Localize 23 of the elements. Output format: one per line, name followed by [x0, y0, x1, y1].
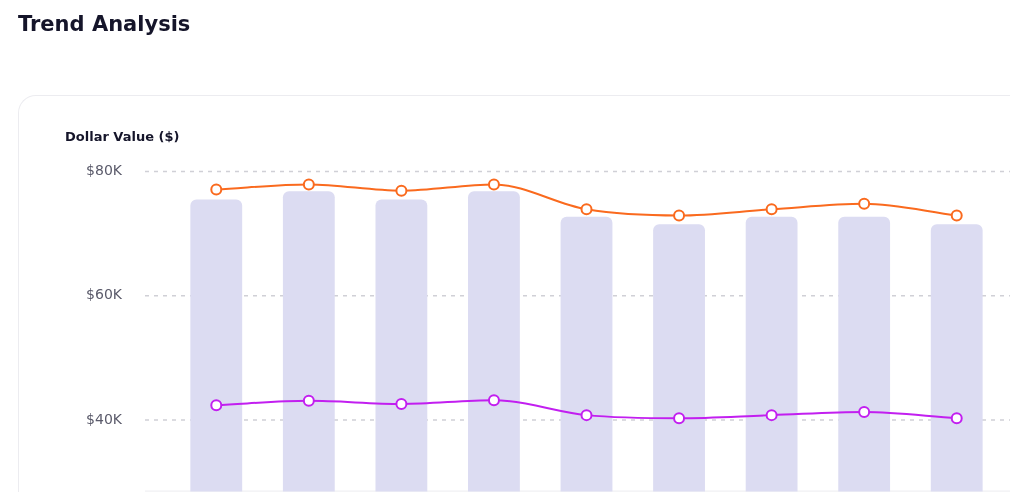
y-axis-title: Dollar Value ($): [65, 129, 180, 144]
point: [673, 209, 686, 222]
point: [858, 197, 871, 210]
point: [858, 406, 871, 419]
point: [210, 399, 223, 412]
y-tick-label: $40K: [86, 410, 123, 427]
point: [950, 412, 963, 425]
point: [395, 184, 408, 197]
point: [673, 412, 686, 425]
point: [487, 178, 500, 191]
point: [765, 203, 778, 216]
point: [210, 183, 223, 196]
y-tick-label: $60K: [86, 286, 123, 303]
chart-title: Trend Analysis: [18, 12, 191, 36]
point: [395, 397, 408, 410]
point: [580, 203, 593, 216]
point: [765, 409, 778, 422]
y-tick-label: $80K: [86, 162, 123, 179]
point: [580, 409, 593, 422]
point: [950, 209, 963, 222]
point: [302, 394, 315, 407]
point: [487, 394, 500, 407]
point: [302, 178, 315, 191]
